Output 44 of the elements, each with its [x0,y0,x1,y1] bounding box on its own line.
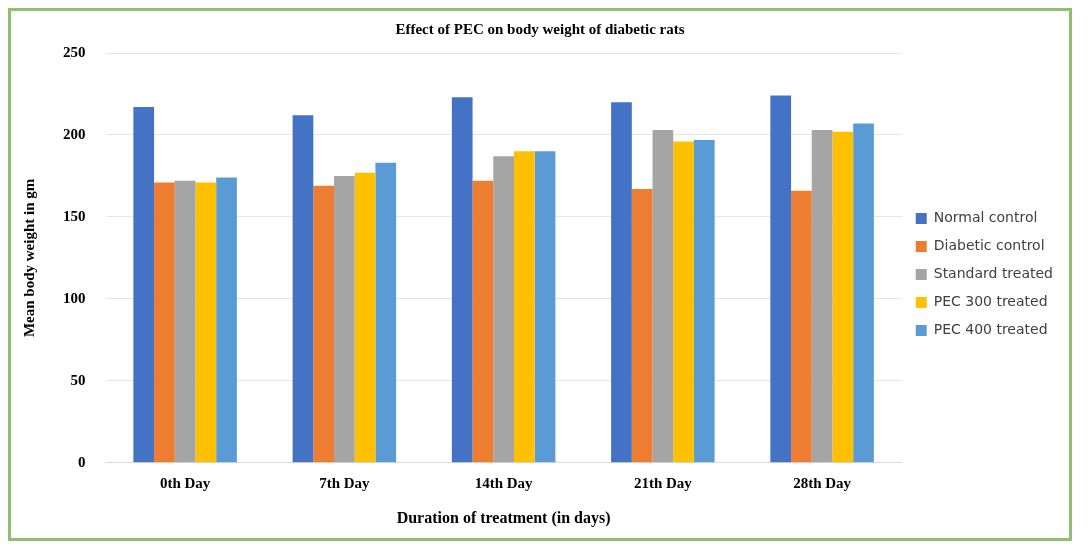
bar [513,151,535,463]
bar [631,189,653,463]
bar [832,131,854,463]
bar [811,130,833,463]
bar [652,130,674,463]
bar [472,180,494,463]
x-tick-label: 14th Day [474,474,534,491]
legend-label: Standard treated [933,265,1054,282]
y-tick-label: 200 [63,125,86,142]
bar [334,175,355,463]
y-tick-label: 100 [63,289,86,306]
x-tick-label: 21th Day [633,474,693,491]
bar [534,151,556,463]
bar [133,107,155,463]
bar [174,180,196,463]
bar [791,190,812,463]
x-tick-label: 0th Day [159,474,211,491]
bar [611,102,632,463]
bar [451,97,473,463]
y-tick-label: 50 [70,371,86,388]
legend-label: PEC 300 treated [933,293,1048,310]
x-axis-title: Duration of treatment (in days) [396,508,611,527]
bar [354,172,376,463]
bar [154,182,175,463]
bar [216,177,237,463]
x-tick-label: 28th Day [793,474,852,491]
bar [853,123,874,463]
y-tick-label: 150 [63,207,86,224]
legend-label: PEC 400 treated [933,321,1048,338]
bar [693,139,715,463]
bar [195,182,217,463]
y-tick-label: 0 [78,453,86,470]
bar [292,115,314,463]
x-tick-label: 7th Day [319,474,371,491]
bar [770,95,792,463]
legend-label: Normal control [933,209,1038,226]
bar [493,156,514,463]
y-axis-title: Mean body weight in gm [20,178,37,338]
legend-label: Diabetic control [933,237,1045,254]
bar [375,162,397,463]
bar [313,185,335,463]
y-tick-label: 250 [63,43,86,60]
bar [673,141,694,463]
chart-title: Effect of PEC on body weight of diabetic rats [395,20,685,37]
